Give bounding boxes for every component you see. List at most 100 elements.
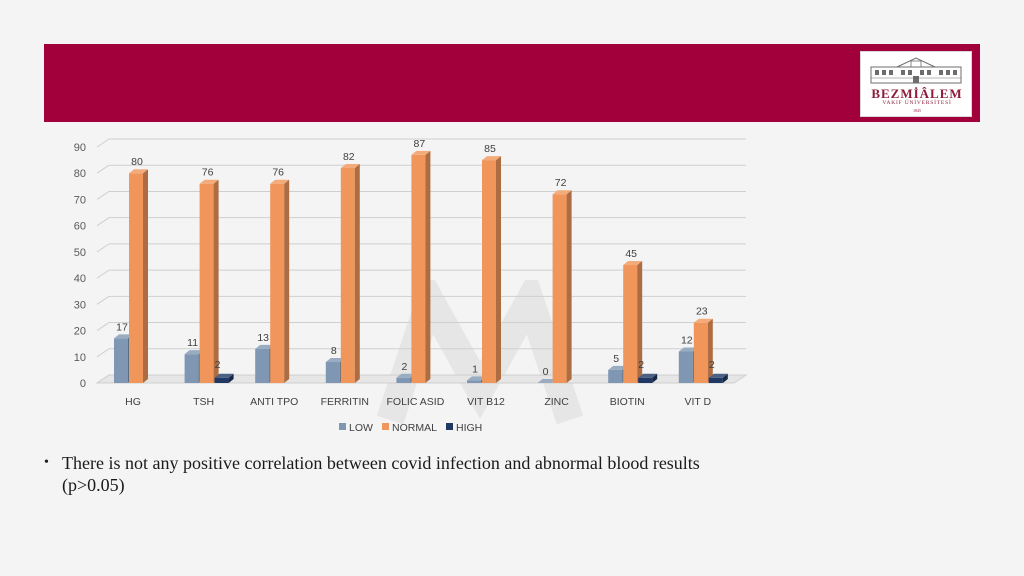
y-tick-label: 30 [74,299,86,311]
x-category-label: TSH [193,396,214,408]
bar-top [482,156,501,161]
bar [678,351,693,383]
y-tick-label: 10 [74,352,86,364]
legend-label: HIGH [456,422,482,434]
bar-side [566,190,572,383]
logo-year: 1845 [913,108,921,113]
data-label: 8 [331,345,337,357]
x-category-label: ZINC [544,396,569,408]
y-tick-label: 0 [80,378,86,390]
bar [129,173,143,383]
bar-top [411,150,431,155]
bar-top [396,373,416,378]
bar-top [340,163,360,168]
x-category-label: FOLIC ASID [387,396,445,408]
bar-top [552,190,572,195]
y-tick-label: 70 [74,194,86,206]
bar-top [214,373,234,378]
bar-top [537,379,557,383]
gridline-depth [96,295,110,305]
bar-top [467,376,486,381]
bar-top [129,169,148,174]
bar-side [496,156,501,383]
title-banner [44,44,980,122]
data-label: 17 [116,321,128,333]
gridline-depth [96,322,110,331]
bar-side [143,169,148,383]
data-label: 5 [613,353,619,365]
data-label: 80 [131,156,143,168]
bar [255,348,270,383]
bar [482,160,496,383]
bar-top [623,261,643,265]
data-label: 12 [681,335,693,347]
gridline-depth [96,164,110,174]
data-label: 72 [555,177,567,189]
data-label: 23 [696,306,708,318]
y-tick-label: 90 [74,142,86,154]
bar-top [608,365,628,370]
data-label: 76 [202,167,214,179]
bar-side [707,318,713,383]
bar [270,183,285,383]
bar-top [114,334,133,339]
data-label: 82 [343,151,355,163]
university-logo: BEZMİÂLEM VAKIF ÜNİVERSİTESİ 1845 [860,51,972,117]
data-label: 0 [543,366,549,378]
bar [340,167,355,383]
data-label: 2 [215,359,221,371]
x-category-label: FERRITIN [321,396,369,408]
data-label: 11 [187,337,198,349]
legend-swatch [446,423,453,430]
x-category-label: ANTI TPO [250,396,298,408]
bar-side [213,179,219,383]
bar-top [199,179,219,184]
x-category-label: VIT D [684,396,711,408]
x-category-label: HG [125,396,141,408]
bar-side [425,150,431,383]
y-tick-label: 40 [74,273,86,285]
legend-swatch [339,423,346,430]
bar [623,265,638,383]
bullet-icon: • [44,455,49,470]
bar [411,154,426,383]
data-label: 76 [272,167,284,179]
gridline-depth [96,217,110,227]
legend-swatch [382,423,389,430]
data-label: 2 [709,359,715,371]
bar [184,354,199,383]
gridline-depth [96,269,110,279]
logo-subtitle: VAKIF ÜNİVERSİTESİ [882,100,952,106]
gridline-depth [96,191,110,200]
bar [396,377,411,383]
bar [608,369,623,383]
bar-side [637,261,643,383]
y-tick-label: 50 [74,247,86,259]
gridline-depth [96,138,110,148]
data-label: 85 [484,143,496,155]
legend-label: NORMAL [392,422,437,434]
bar [708,377,723,383]
bar-top [638,373,658,378]
bar-top [184,350,204,355]
bar [114,338,128,383]
y-tick-label: 20 [74,326,86,338]
legend-label: LOW [349,422,373,434]
bar-top [325,358,345,363]
conclusion-text: There is not any positive correlation be… [62,453,700,495]
x-category-label: BIOTIN [610,396,645,408]
data-label: 2 [401,361,407,373]
bar-side [652,373,658,383]
bar-top [693,318,713,323]
bar-side [228,373,234,383]
data-label: 45 [625,248,637,260]
bar [325,362,340,383]
bar-top [270,179,290,184]
y-tick-label: 80 [74,168,86,180]
bar-top [678,347,698,352]
logo-name: BEZMİÂLEM [871,86,963,101]
bar [199,183,214,383]
bar [552,194,567,383]
bar-side [354,163,360,383]
